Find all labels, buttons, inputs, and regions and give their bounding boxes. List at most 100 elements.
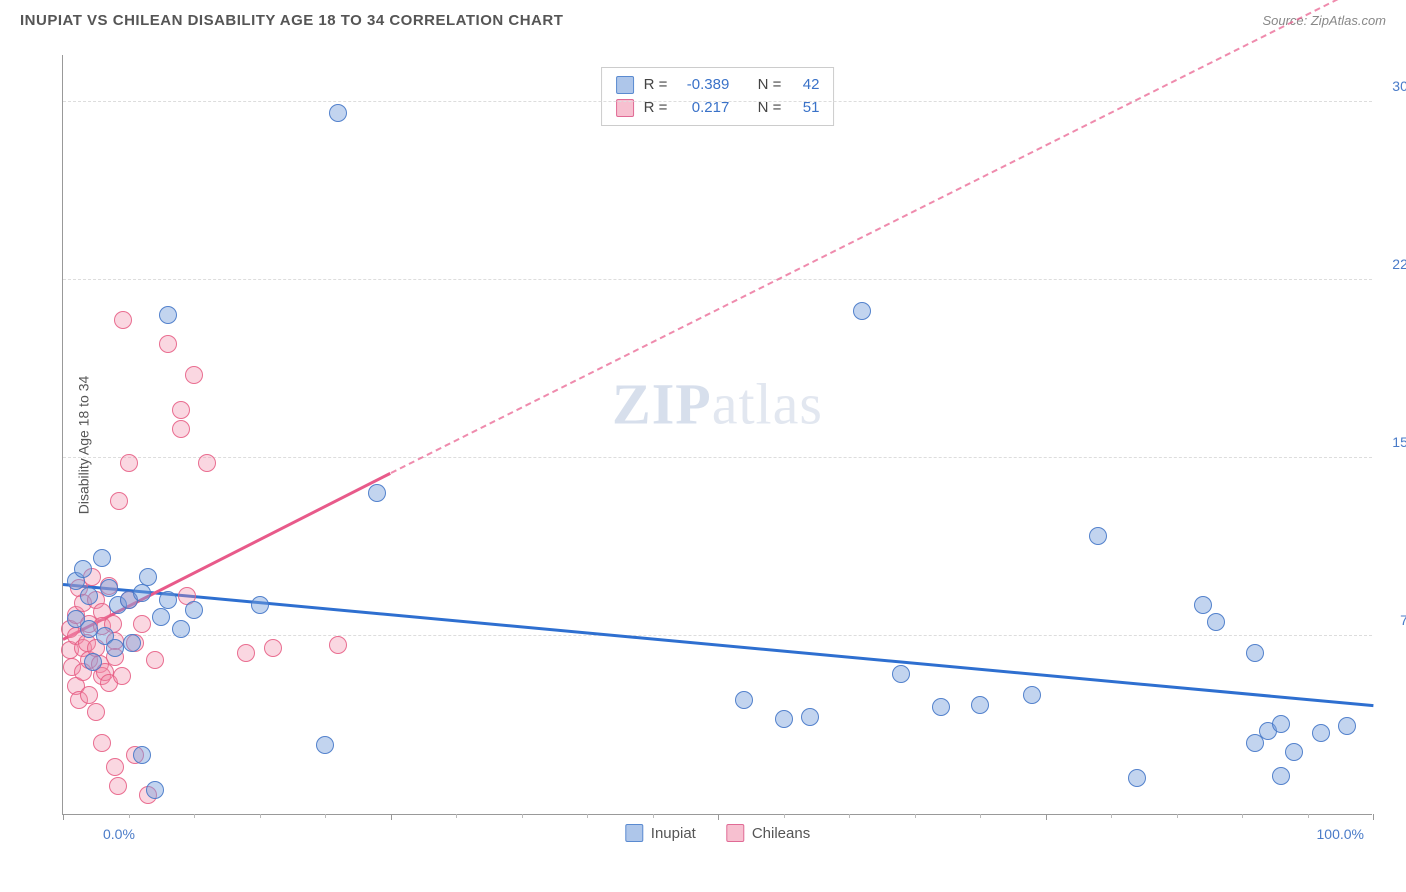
y-tick-label: 30.0% [1377, 78, 1406, 94]
data-point [159, 591, 177, 609]
data-point [1272, 767, 1290, 785]
x-tick-minor [1177, 814, 1178, 818]
data-point [329, 104, 347, 122]
data-point [932, 698, 950, 716]
x-axis-min-label: 0.0% [103, 826, 135, 842]
data-point [139, 568, 157, 586]
x-tick-minor [194, 814, 195, 818]
data-point [110, 492, 128, 510]
x-axis-max-label: 100.0% [1317, 826, 1364, 842]
legend: Inupiat Chileans [625, 824, 810, 842]
x-tick [718, 814, 719, 820]
x-tick-minor [129, 814, 130, 818]
data-point [113, 667, 131, 685]
data-point [159, 335, 177, 353]
data-point [152, 608, 170, 626]
correlation-stats-box: R = -0.389 N = 42 R = 0.217 N = 51 [601, 67, 835, 126]
x-tick-minor [325, 814, 326, 818]
data-point [237, 644, 255, 662]
gridline [63, 101, 1372, 102]
data-point [87, 703, 105, 721]
data-point [84, 653, 102, 671]
chart-title: INUPIAT VS CHILEAN DISABILITY AGE 18 TO … [20, 12, 563, 29]
legend-label: Inupiat [651, 825, 696, 842]
data-point [172, 420, 190, 438]
y-tick-label: 22.5% [1377, 256, 1406, 272]
data-point [1272, 715, 1290, 733]
watermark: ZIPatlas [612, 371, 823, 438]
data-point [100, 579, 118, 597]
r-label: R = [644, 74, 668, 97]
data-point [133, 746, 151, 764]
x-tick-minor [849, 814, 850, 818]
data-point [801, 708, 819, 726]
legend-item-inupiat: Inupiat [625, 824, 696, 842]
data-point [329, 636, 347, 654]
data-point [146, 651, 164, 669]
data-point [120, 454, 138, 472]
x-tick-minor [587, 814, 588, 818]
data-point [106, 639, 124, 657]
x-tick-minor [915, 814, 916, 818]
data-point [892, 665, 910, 683]
data-point [1089, 527, 1107, 545]
stat-row-inupiat: R = -0.389 N = 42 [616, 74, 820, 97]
data-point [251, 596, 269, 614]
data-point [172, 401, 190, 419]
data-point [1338, 717, 1356, 735]
legend-label: Chileans [752, 825, 810, 842]
data-point [93, 549, 111, 567]
x-tick [1046, 814, 1047, 820]
y-tick-label: 7.5% [1377, 612, 1406, 628]
x-tick-minor [260, 814, 261, 818]
gridline [63, 279, 1372, 280]
n-value: 42 [791, 74, 819, 97]
swatch-blue-icon [625, 824, 643, 842]
x-tick-minor [653, 814, 654, 818]
x-tick-minor [980, 814, 981, 818]
data-point [159, 306, 177, 324]
data-point [971, 696, 989, 714]
data-point [80, 686, 98, 704]
data-point [114, 311, 132, 329]
data-point [264, 639, 282, 657]
plot-area: ZIPatlas R = -0.389 N = 42 R = 0.217 N =… [62, 55, 1372, 815]
data-point [106, 758, 124, 776]
data-point [198, 454, 216, 472]
y-tick-label: 15.0% [1377, 434, 1406, 450]
data-point [1023, 686, 1041, 704]
x-tick [391, 814, 392, 820]
trend-line [390, 0, 1373, 474]
r-value: -0.389 [677, 74, 729, 97]
data-point [133, 615, 151, 633]
x-tick-minor [456, 814, 457, 818]
legend-item-chileans: Chileans [726, 824, 810, 842]
data-point [316, 736, 334, 754]
gridline [63, 635, 1372, 636]
data-point [172, 620, 190, 638]
data-point [146, 781, 164, 799]
x-tick-minor [1242, 814, 1243, 818]
data-point [1285, 743, 1303, 761]
gridline [63, 457, 1372, 458]
data-point [735, 691, 753, 709]
data-point [133, 584, 151, 602]
x-tick-minor [1308, 814, 1309, 818]
data-point [123, 634, 141, 652]
n-label: N = [758, 74, 782, 97]
x-tick [1373, 814, 1374, 820]
data-point [1207, 613, 1225, 631]
swatch-blue-icon [616, 76, 634, 94]
data-point [1128, 769, 1146, 787]
data-point [1246, 644, 1264, 662]
data-point [109, 777, 127, 795]
data-point [1312, 724, 1330, 742]
data-point [368, 484, 386, 502]
data-point [93, 734, 111, 752]
chart-container: Disability Age 18 to 34 ZIPatlas R = -0.… [20, 45, 1390, 845]
data-point [74, 560, 92, 578]
data-point [1194, 596, 1212, 614]
x-tick-minor [522, 814, 523, 818]
swatch-pink-icon [726, 824, 744, 842]
x-tick [63, 814, 64, 820]
